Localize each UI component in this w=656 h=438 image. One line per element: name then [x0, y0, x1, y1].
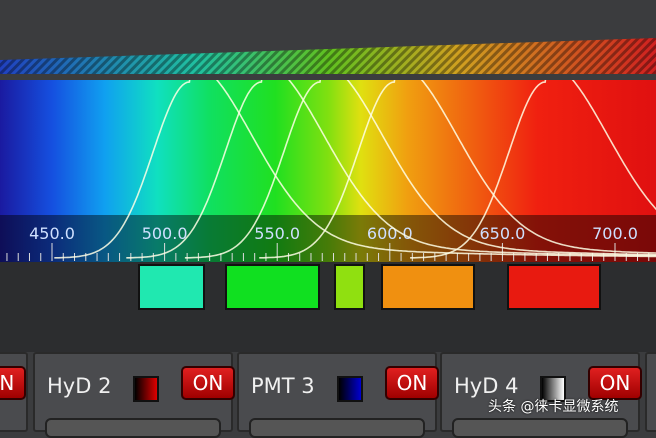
detector-panel-hyd4: HyD 4 ON — [440, 352, 642, 438]
scale-label: 450.0 — [29, 224, 75, 243]
laser-wedge-bar — [0, 38, 656, 74]
emission-curve — [126, 80, 656, 259]
detection-band[interactable] — [380, 264, 476, 310]
emission-curve — [184, 80, 656, 259]
detection-band[interactable] — [137, 264, 206, 310]
detector-panel-5 — [645, 352, 656, 432]
detection-band[interactable] — [506, 264, 602, 310]
detection-band[interactable] — [333, 264, 366, 310]
wavelength-scale: 450.0 500.0 550.0 600.0 650.0 700.0 — [0, 215, 656, 262]
detector-name: HyD 2 — [47, 374, 112, 398]
scale-label: 600.0 — [366, 224, 413, 243]
watermark: 头条 @徕卡显微系统 — [488, 399, 619, 415]
detector-subpanel — [249, 418, 425, 438]
color-swatch[interactable] — [337, 376, 363, 402]
detection-band[interactable] — [225, 264, 320, 310]
on-button[interactable]: ON — [0, 366, 26, 400]
color-swatch[interactable] — [540, 376, 566, 402]
detector-panel-pmt3: PMT 3 ON — [237, 352, 439, 438]
scale-label: 500.0 — [141, 224, 188, 243]
detector-panel-hyd2: HyD 2 ON — [33, 352, 235, 438]
emission-curve — [259, 80, 656, 259]
emission-curve — [54, 80, 656, 259]
detector-name: PMT 3 — [251, 374, 315, 398]
emission-curves — [54, 80, 656, 259]
detector-name: HyD 4 — [454, 374, 519, 398]
on-button[interactable]: ON — [588, 366, 642, 400]
scale-label: 650.0 — [479, 224, 526, 243]
scale-label: 550.0 — [254, 224, 301, 243]
detector-subpanel — [452, 418, 628, 438]
emission-curve — [410, 80, 656, 259]
scale-label: 700.0 — [592, 224, 638, 243]
detector-subpanel — [45, 418, 221, 438]
detector-panel-1: ON — [0, 352, 28, 432]
color-swatch[interactable] — [133, 376, 159, 402]
on-button[interactable]: ON — [385, 366, 439, 400]
on-button[interactable]: ON — [181, 366, 235, 400]
